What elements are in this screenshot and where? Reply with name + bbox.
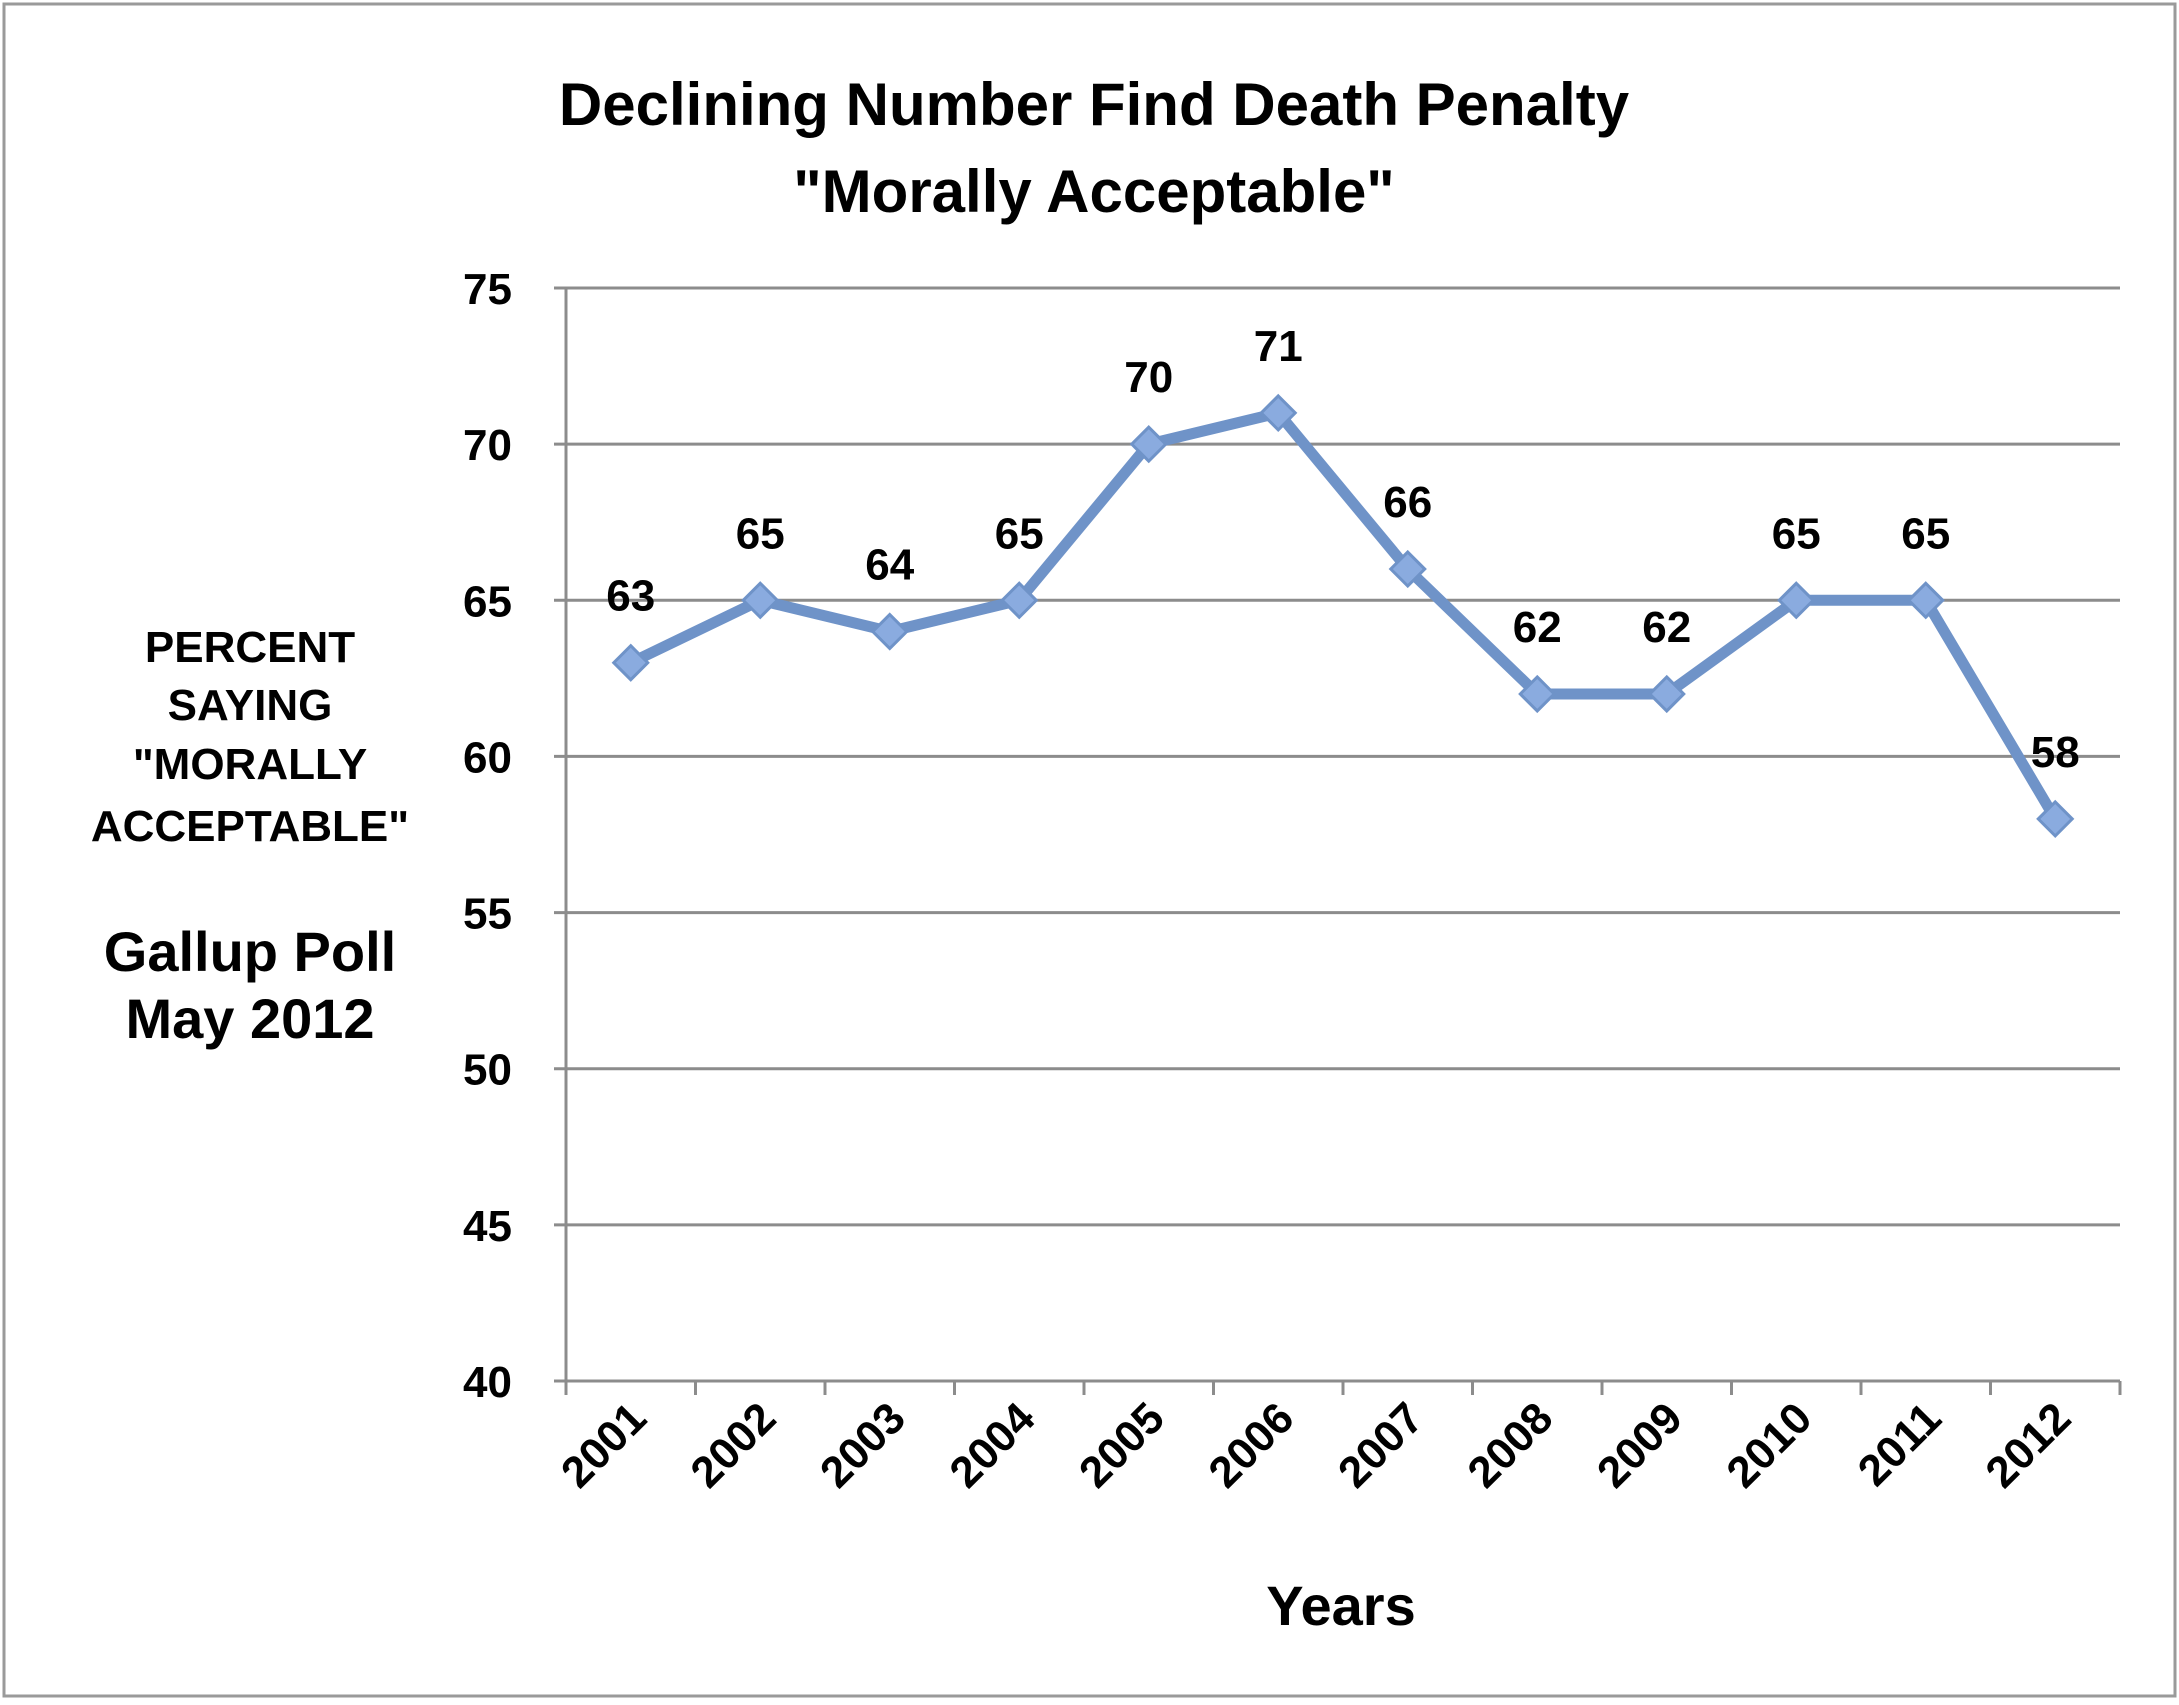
y-axis-label-line-3: "MORALLY (133, 740, 367, 789)
data-label: 65 (995, 509, 1044, 558)
chart-title-line-2: "Morally Acceptable" (793, 158, 1395, 225)
data-label: 65 (1772, 509, 1821, 558)
data-point-marker (2036, 799, 2075, 839)
y-axis-label-line-2: SAYING (168, 681, 333, 730)
data-label: 71 (1254, 322, 1303, 371)
y-tick-label: 40 (463, 1358, 512, 1407)
y-tick-label: 70 (463, 421, 512, 470)
y-axis-label-line-4: ACCEPTABLE" (91, 802, 409, 851)
data-point-marker (1906, 581, 1945, 620)
data-point-marker (1777, 581, 1816, 620)
data-label: 58 (2031, 728, 2080, 777)
data-label: 62 (1513, 603, 1562, 652)
data-label: 64 (865, 541, 914, 590)
y-tick-label: 65 (463, 577, 512, 626)
y-tick-label: 50 (463, 1046, 512, 1095)
data-label: 65 (1901, 509, 1950, 558)
data-label: 70 (1124, 353, 1173, 402)
y-axis-label-line-1: PERCENT (145, 623, 355, 672)
chart-title-line-1: Declining Number Find Death Penalty (559, 71, 1630, 138)
data-label: 63 (606, 572, 655, 621)
data-point-marker (611, 643, 650, 682)
y-tick-label: 75 (463, 265, 512, 314)
y-tick-label: 60 (463, 733, 512, 782)
data-point-marker (1259, 393, 1298, 433)
data-point-marker (1000, 581, 1039, 620)
y-tick-label: 45 (463, 1202, 512, 1251)
data-point-marker (1129, 425, 1168, 464)
data-label: 62 (1642, 603, 1691, 652)
x-axis-title: Years (1266, 1574, 1416, 1637)
source-line-1: Gallup Poll (104, 920, 396, 983)
data-point-marker (870, 612, 909, 651)
data-point-marker (1518, 674, 1557, 714)
data-point-marker (1388, 549, 1427, 589)
data-point-marker (741, 581, 780, 620)
data-label: 66 (1383, 478, 1432, 527)
data-label: 65 (736, 509, 785, 558)
source-line-2: May 2012 (125, 987, 374, 1050)
data-point-marker (1647, 674, 1686, 714)
y-tick-label: 55 (463, 890, 512, 939)
data-series-line (628, 407, 2060, 822)
